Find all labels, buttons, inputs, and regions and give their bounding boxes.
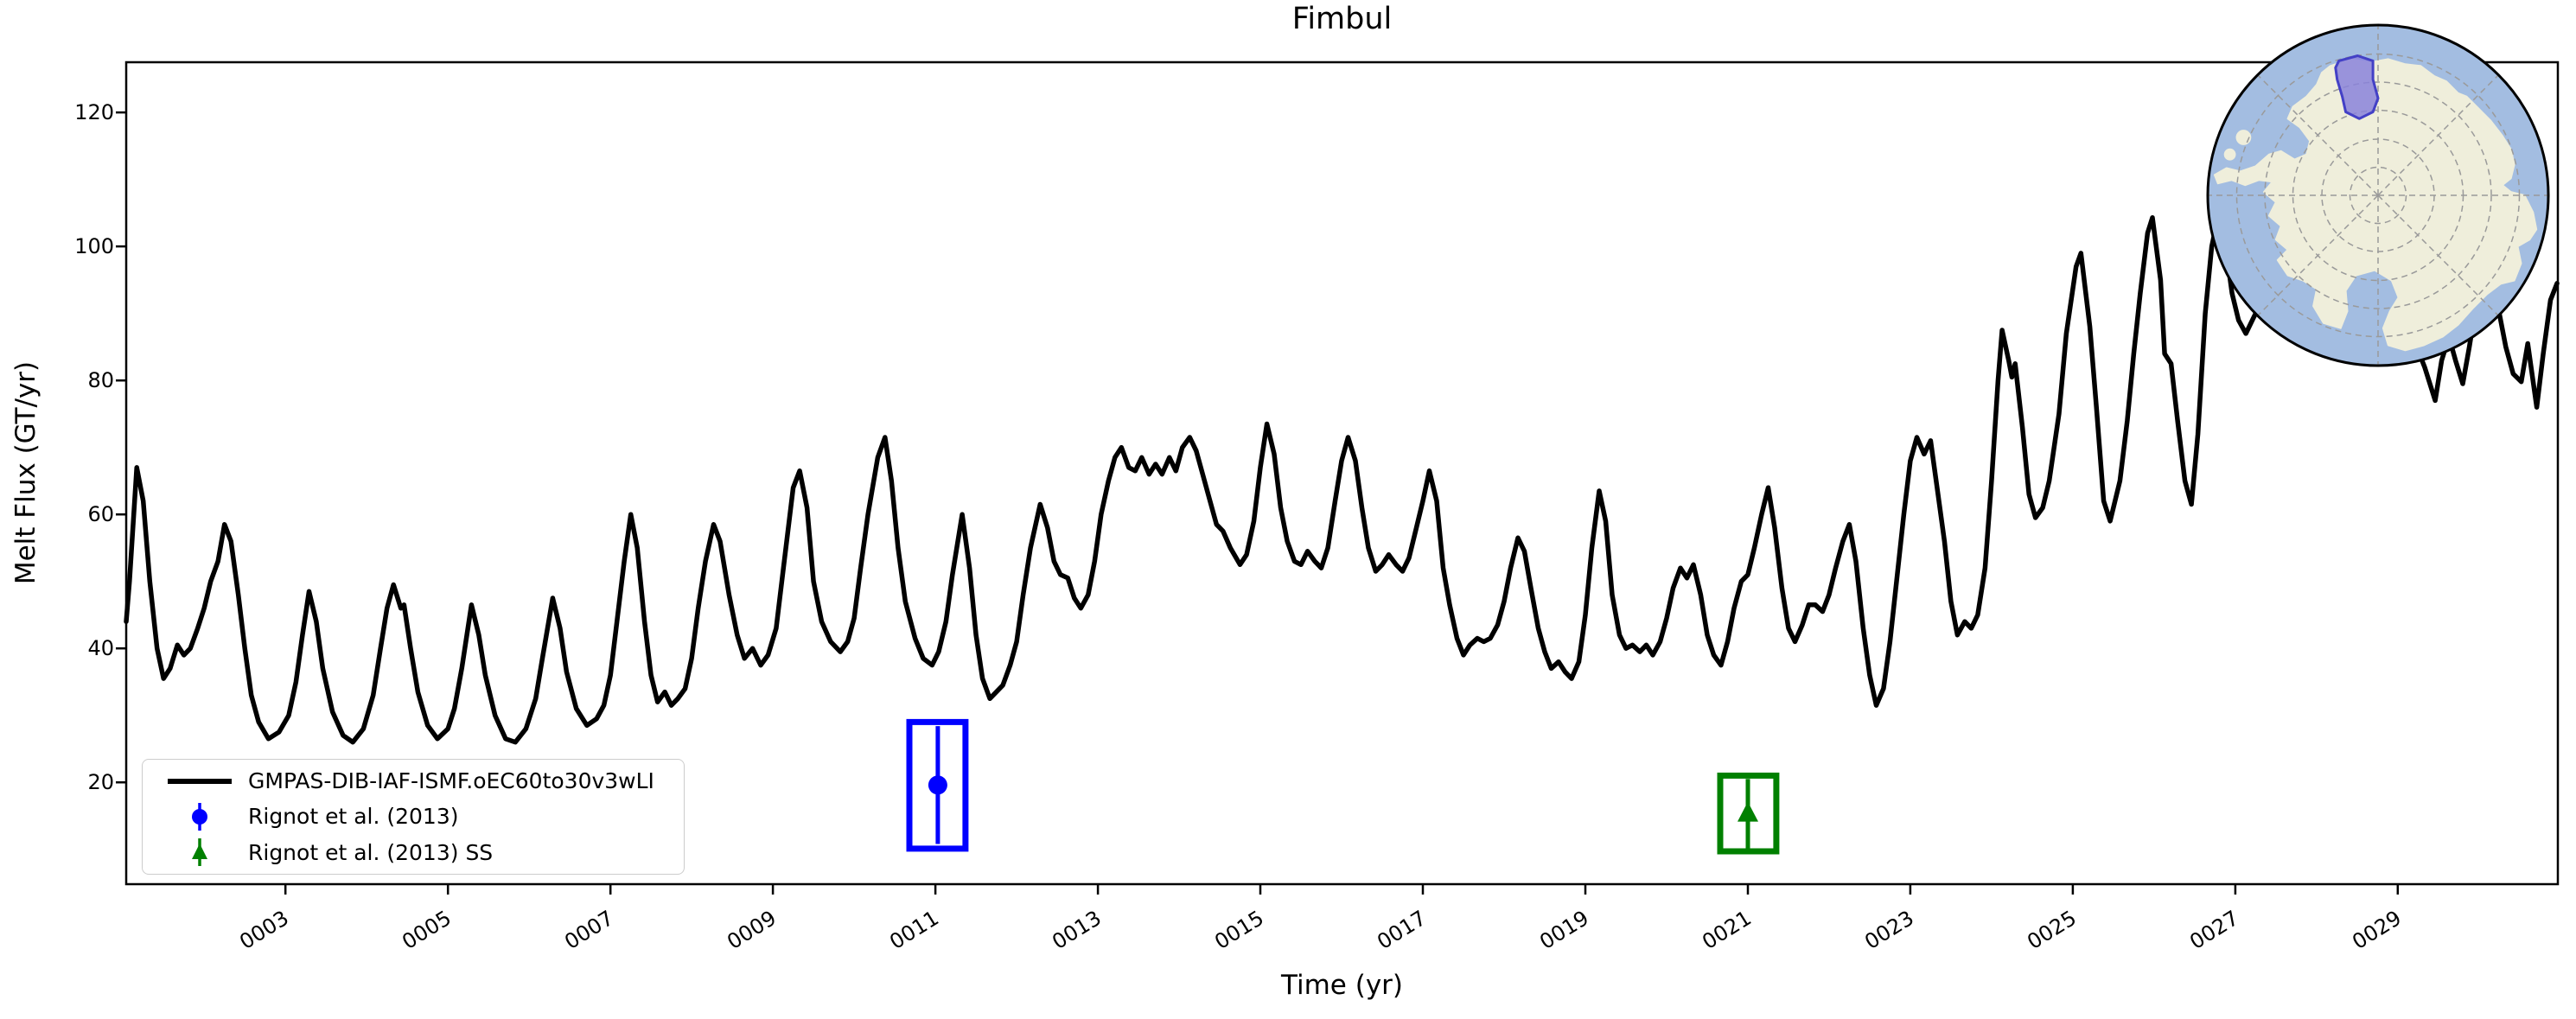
y-tick-label: 80 [87, 368, 114, 393]
y-tick-label: 20 [87, 770, 114, 795]
errorbar-triangle-icon [151, 837, 248, 868]
obs-range-box [1717, 772, 1780, 855]
obs-range-box [906, 718, 969, 852]
obs-marker-circle [928, 775, 947, 795]
antarctica-inset-map [2206, 23, 2550, 367]
graticule-meridian [2257, 194, 2379, 316]
graticule-meridian [2377, 194, 2499, 316]
x-axis-label: Time (yr) [1281, 970, 1403, 1001]
graticule-meridian [2377, 74, 2499, 196]
y-tick-label: 60 [87, 502, 114, 527]
map-border [2206, 23, 2550, 367]
errorbar-circle-icon [151, 801, 248, 832]
obs-marker-triangle [1738, 801, 1758, 822]
highlight-region-fimbul [2334, 54, 2380, 120]
y-tick-label: 100 [74, 234, 114, 259]
y-tick-label: 40 [87, 636, 114, 661]
line-swatch-icon [151, 778, 248, 784]
graticule-meridian [2257, 74, 2379, 196]
legend-label: GMPAS-DIB-IAF-ISMF.oEC60to30v3wLI [248, 768, 654, 794]
graticule-parallel [2235, 53, 2521, 338]
legend-label: Rignot et al. (2013) [248, 804, 459, 830]
legend-label: Rignot et al. (2013) SS [248, 839, 494, 865]
axes-spines [124, 61, 2560, 886]
y-axis-label: Melt Flux (GT/yr) [10, 360, 41, 585]
graticule-parallel [2264, 81, 2492, 309]
series-line [124, 213, 2560, 745]
y-tick-label: 120 [74, 100, 114, 125]
chart-title: Fimbul [1291, 2, 1393, 36]
legend-entry-rignot: Rignot et al. (2013) [151, 799, 675, 834]
legend-entry-model: GMPAS-DIB-IAF-ISMF.oEC60to30v3wLI [151, 764, 675, 799]
map-island [2223, 148, 2236, 161]
graticule-parallel [2349, 166, 2407, 225]
legend: GMPAS-DIB-IAF-ISMF.oEC60to30v3wLI Rignot… [142, 759, 685, 875]
legend-entry-rignot-ss: Rignot et al. (2013) SS [151, 835, 675, 869]
